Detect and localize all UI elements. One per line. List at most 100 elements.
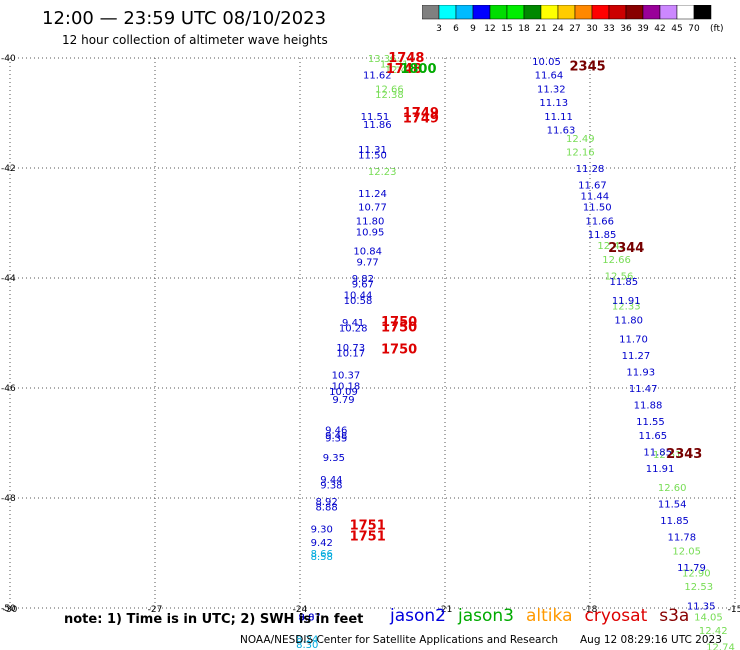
data-label: 1749 bbox=[403, 106, 439, 121]
satellite-legend-jason3: jason3 bbox=[458, 606, 514, 626]
legend-label: 12 bbox=[484, 24, 495, 34]
satellite-legend-s3a: s3a bbox=[659, 606, 690, 626]
data-label: 12.51 bbox=[653, 450, 682, 461]
data-label: 10.28 bbox=[339, 324, 368, 335]
data-label: 12.41 bbox=[597, 241, 626, 252]
data-label: 11.64 bbox=[535, 71, 564, 82]
data-label: 9.77 bbox=[357, 258, 379, 269]
data-label: 11.67 bbox=[578, 181, 607, 192]
x-tick-label: -18 bbox=[583, 605, 598, 615]
data-label: 12.56 bbox=[605, 271, 634, 282]
data-label: 11.51 bbox=[361, 112, 390, 123]
data-label: 11.80 bbox=[614, 315, 643, 326]
credit-text: NOAA/NESDIS Center for Satellite Applica… bbox=[240, 634, 558, 646]
x-tick-label: -21 bbox=[438, 605, 453, 615]
data-label: 11.85 bbox=[660, 516, 689, 527]
data-label: 1750 bbox=[381, 343, 417, 358]
legend-label: 39 bbox=[637, 24, 649, 34]
data-label: 11.63 bbox=[547, 126, 576, 137]
data-label: 11.62 bbox=[363, 71, 392, 82]
y-tick-label: -42 bbox=[1, 164, 16, 174]
note-text: note: 1) Time is in UTC; 2) SWH is in fe… bbox=[64, 612, 364, 627]
data-label: 10.17 bbox=[336, 348, 365, 359]
data-label: 12.66 bbox=[375, 84, 404, 95]
legend-label: 27 bbox=[569, 24, 580, 34]
data-label: 12.41 bbox=[385, 65, 414, 76]
satellite-legend-altika: altika bbox=[526, 606, 573, 626]
data-label: 8.88 bbox=[315, 502, 337, 513]
data-label: 8.92 bbox=[315, 497, 337, 508]
legend-label: 24 bbox=[552, 24, 564, 34]
data-label: 11.91 bbox=[612, 296, 641, 307]
data-label: 11.35 bbox=[687, 601, 716, 612]
data-label: 2344 bbox=[608, 241, 644, 256]
x-tick-label: -24 bbox=[293, 605, 308, 615]
data-label: 1751 bbox=[350, 519, 386, 534]
data-label: 11.13 bbox=[539, 98, 568, 109]
legend-unit: (ft) bbox=[710, 24, 724, 34]
data-label: 1748 bbox=[388, 51, 424, 66]
color-legend: 3 6 9 12 15 18 21 24 27 30 33 36 39 42 45 70 (ft) bbox=[421, 4, 732, 39]
data-label: 13.36 bbox=[368, 54, 397, 65]
legend-label: 15 bbox=[501, 24, 512, 34]
data-label: 2343 bbox=[666, 447, 702, 462]
legend-swatch bbox=[693, 4, 712, 20]
data-label: 11.50 bbox=[358, 150, 387, 161]
chart-subtitle: 12 hour collection of altimeter wave hei… bbox=[62, 33, 328, 47]
data-label: 12.60 bbox=[658, 483, 687, 494]
data-label: 11.65 bbox=[639, 431, 668, 442]
data-label: 11.85 bbox=[643, 447, 672, 458]
data-label: 11.44 bbox=[581, 192, 610, 203]
generated-timestamp: Aug 12 08:29:16 UTC 2023 bbox=[580, 634, 722, 646]
data-label: 12.38 bbox=[375, 90, 404, 101]
data-label: 8.66 bbox=[311, 549, 333, 560]
data-label: 11.50 bbox=[583, 203, 612, 214]
y-tick-label: -46 bbox=[1, 384, 16, 394]
data-label: 11.85 bbox=[588, 230, 617, 241]
data-label: 12.31 bbox=[380, 60, 409, 71]
satellite-legend: jason2 jason3 altika cryosat s3a bbox=[390, 606, 701, 626]
data-label: 11.32 bbox=[537, 84, 566, 95]
data-label: 9.82 bbox=[352, 274, 374, 285]
legend-label: 18 bbox=[518, 24, 530, 34]
data-label: 10.09 bbox=[329, 387, 358, 398]
data-label: 10.44 bbox=[344, 291, 373, 302]
data-label: 12.66 bbox=[602, 255, 631, 266]
data-label: 11.11 bbox=[544, 112, 573, 123]
data-label: 8.87 bbox=[299, 612, 321, 623]
data-label: 11.55 bbox=[636, 417, 665, 428]
data-label: 11.78 bbox=[668, 533, 697, 544]
data-label: 11.24 bbox=[358, 189, 387, 200]
data-label: 10.18 bbox=[332, 381, 361, 392]
data-label: 9.79 bbox=[332, 395, 354, 406]
data-label: 12.53 bbox=[684, 582, 713, 593]
data-label: 9.30 bbox=[311, 524, 333, 535]
data-label: 2345 bbox=[569, 59, 605, 74]
data-label: 12.42 bbox=[699, 626, 728, 637]
data-label: 8.58 bbox=[311, 552, 333, 563]
x-tick-label: -27 bbox=[148, 605, 163, 615]
data-label: 10.37 bbox=[332, 370, 361, 381]
data-label: 10.05 bbox=[532, 57, 561, 68]
data-label: 9.44 bbox=[320, 475, 342, 486]
data-label: 11.31 bbox=[358, 145, 387, 156]
data-label: 9.46 bbox=[325, 425, 347, 436]
data-label: 10.84 bbox=[353, 247, 382, 258]
data-label: 11.80 bbox=[356, 216, 385, 227]
data-label: 10.77 bbox=[358, 203, 387, 214]
legend-label: 45 bbox=[671, 24, 682, 34]
legend-label: 21 bbox=[535, 24, 546, 34]
data-label: 12.16 bbox=[566, 148, 595, 159]
data-label: 1748 bbox=[386, 62, 422, 77]
legend-label: 42 bbox=[654, 24, 665, 34]
y-tick-label: -44 bbox=[1, 274, 16, 284]
data-label: 11.27 bbox=[622, 351, 651, 362]
x-tick-label: -15 bbox=[728, 605, 740, 615]
x-tick-label: -30 bbox=[3, 605, 18, 615]
data-label: 1751 bbox=[350, 530, 386, 545]
data-label: 9.07 bbox=[299, 612, 321, 623]
data-label: 11.70 bbox=[619, 335, 648, 346]
legend-label: 6 bbox=[453, 24, 459, 34]
data-label: 1800 bbox=[400, 62, 436, 77]
